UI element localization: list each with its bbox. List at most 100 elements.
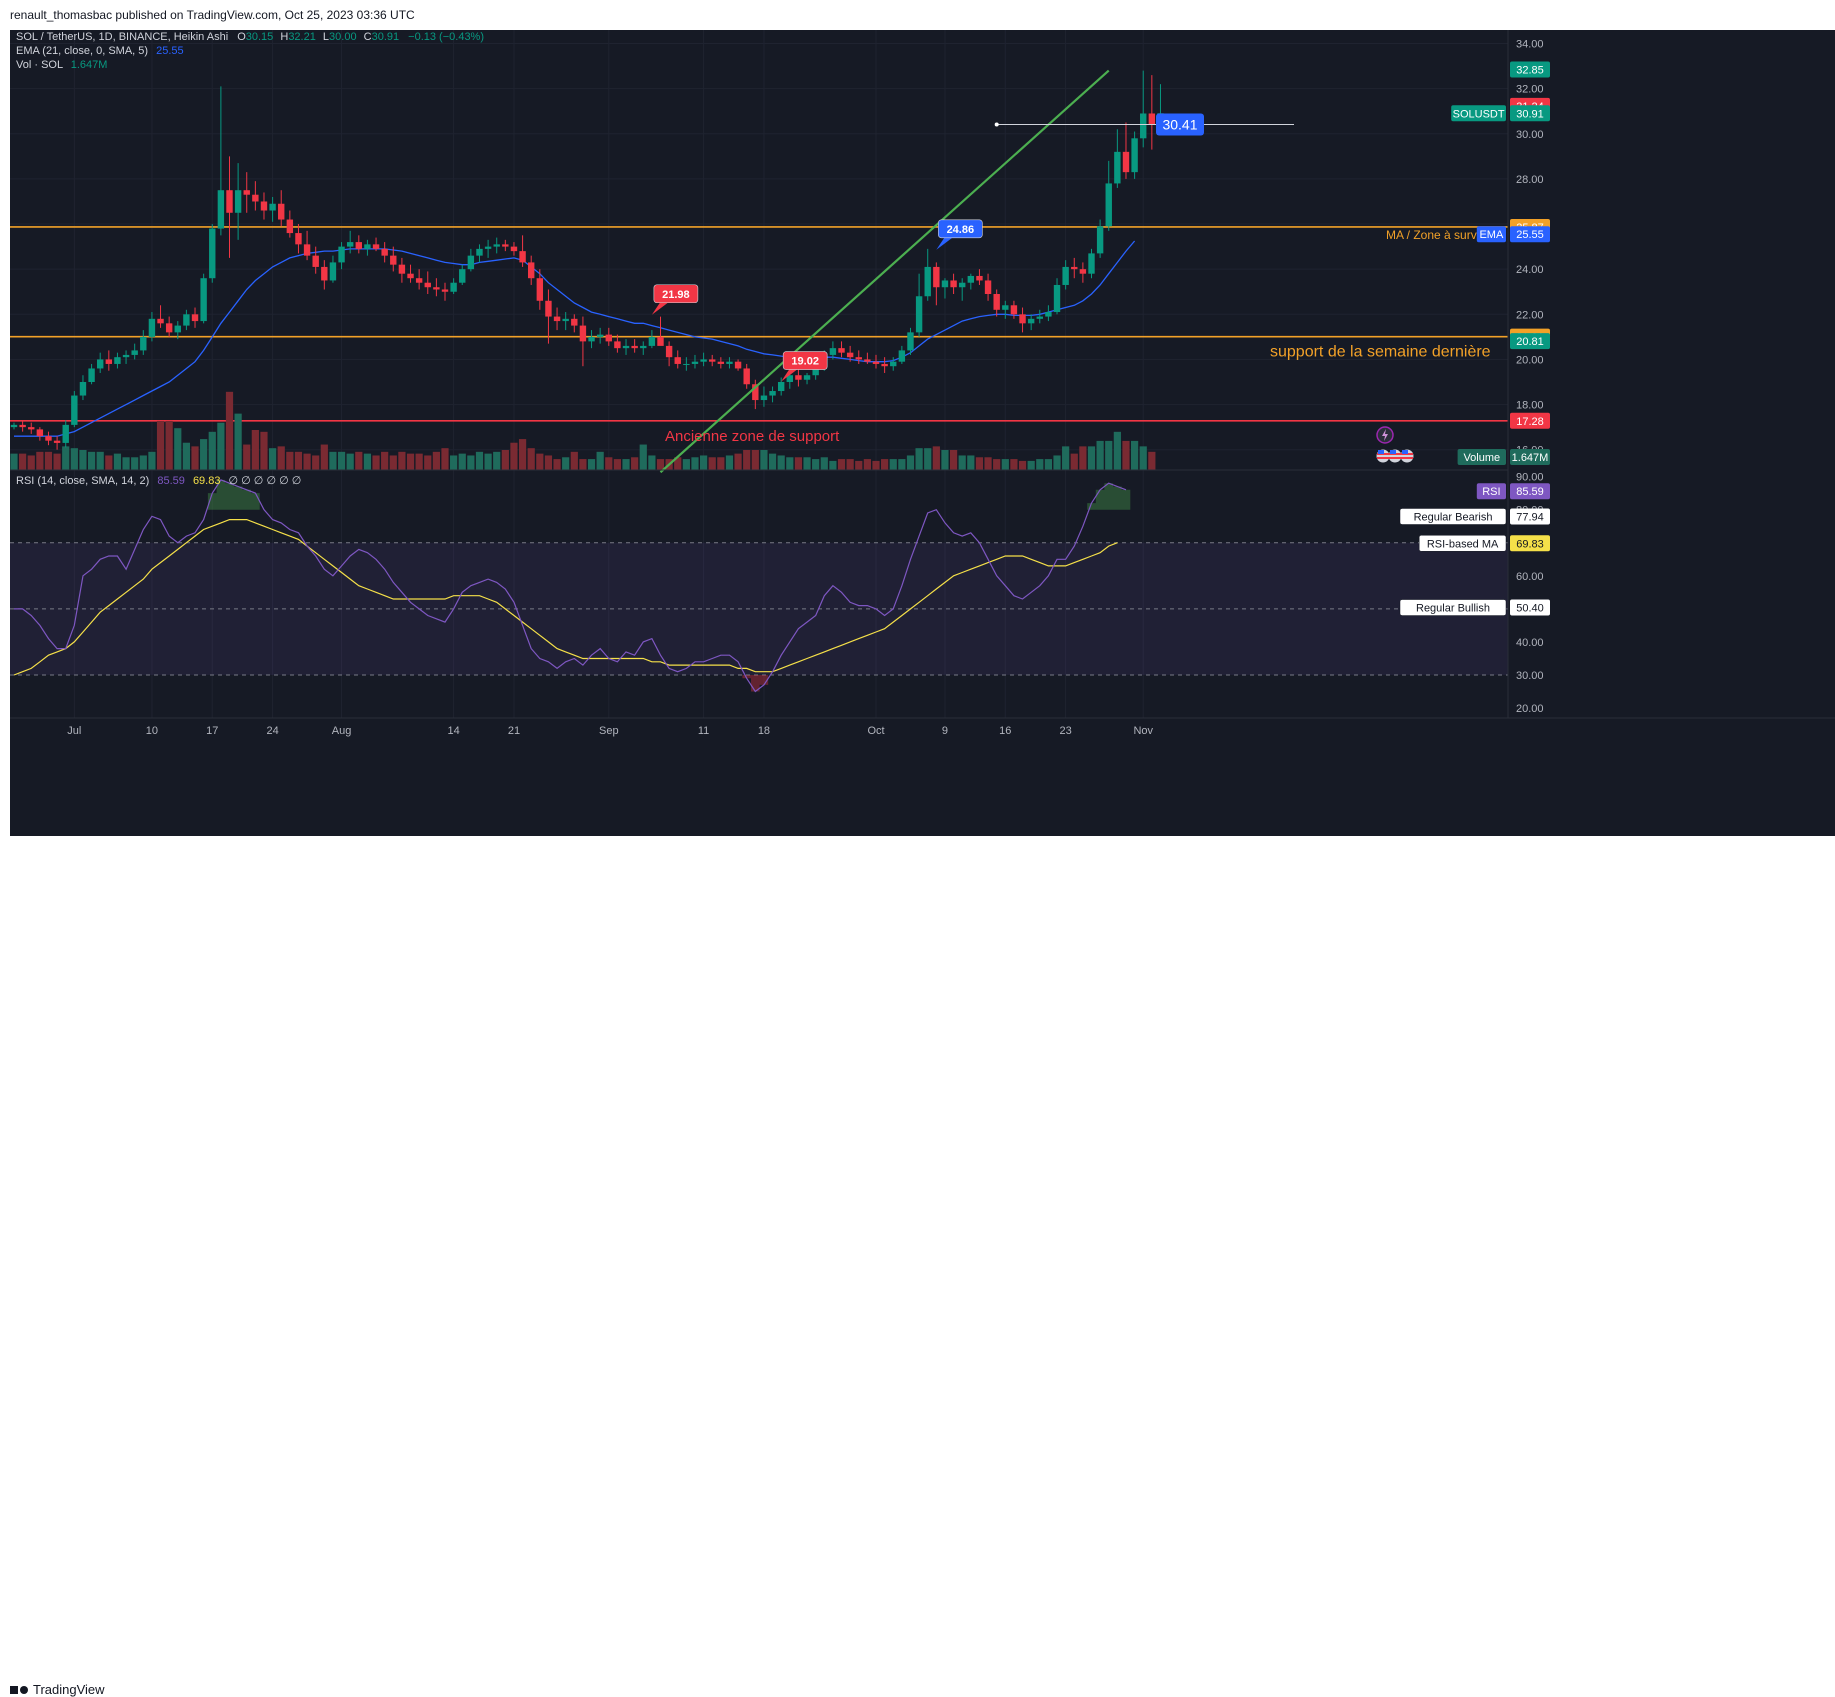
price-callout[interactable]: 30.41 [994, 113, 1294, 136]
candle [588, 330, 595, 349]
axis-tag-text: RSI [1482, 486, 1500, 498]
volume-bar [605, 457, 613, 470]
candle-body [890, 361, 897, 367]
candle-body [226, 190, 233, 213]
candle [295, 224, 302, 254]
candle-body [536, 278, 544, 301]
candle [28, 422, 35, 434]
price-callout[interactable]: 21.98 [651, 284, 699, 315]
candle-body [588, 336, 595, 342]
price-callout[interactable]: 24.86 [936, 219, 983, 250]
candle [424, 271, 431, 294]
volume-bar [200, 439, 208, 470]
candle-body [10, 424, 18, 428]
candle [1114, 129, 1121, 188]
volume-bar [837, 459, 846, 470]
high-value: 32.21 [288, 31, 316, 43]
candle-body [62, 424, 69, 443]
candle-body [545, 300, 552, 317]
candle-body [209, 228, 216, 279]
volume-bar [855, 460, 863, 470]
candle-body [467, 255, 475, 270]
volume-bar [1087, 446, 1096, 470]
candle [433, 278, 440, 297]
price-tick-label: 32.00 [1516, 84, 1544, 96]
volume-bar [372, 455, 380, 470]
candle-body [855, 357, 862, 360]
ema-line [14, 240, 1136, 437]
axis-price-label: 20.81 [1510, 333, 1550, 350]
price-chart[interactable]: 21.98 19.02 24.86 30.41 MA / Zone à surveil… [10, 30, 1835, 836]
candle-body [734, 361, 742, 369]
volume-bar [881, 459, 889, 470]
volume-bar [19, 453, 27, 470]
candle [1036, 309, 1043, 324]
candle-body [786, 375, 793, 382]
candle [709, 354, 716, 367]
candle [329, 255, 337, 283]
callout-text: 21.98 [662, 289, 690, 301]
rsi-legend: RSI (14, close, SMA, 14, 2) 85.59 69.83 … [16, 475, 301, 487]
vol-legend-value: 1.647M [71, 59, 108, 71]
candle [769, 386, 776, 403]
candle-body [674, 357, 681, 364]
volume-bar [174, 428, 182, 470]
candle [450, 278, 457, 294]
candle [855, 350, 862, 364]
callout-pointer [781, 369, 798, 382]
candle [657, 316, 664, 346]
volume-bar [967, 455, 975, 470]
candles [10, 70, 1164, 450]
candle [941, 278, 949, 299]
time-tick-label: 24 [266, 725, 278, 737]
axis-label-text: 85.59 [1516, 486, 1544, 498]
candle-body [424, 282, 431, 288]
tradingview-logo[interactable]: TradingView [10, 1682, 105, 1697]
volume-bar [355, 451, 363, 470]
candle [536, 269, 544, 310]
candle-body [959, 282, 966, 288]
volume-bar [639, 444, 647, 470]
candle-body [415, 278, 423, 283]
candle-body [967, 275, 975, 283]
candle-body [183, 314, 190, 326]
axis-tag-bg [1476, 483, 1506, 500]
axis-tag-text: Regular Bearish [1414, 511, 1493, 523]
candle [640, 341, 647, 355]
price-tick-label: 30.00 [1516, 129, 1544, 141]
volume-bar [53, 453, 61, 470]
symbol-label: SOL / TetherUS, 1D, BINANCE, Heikin Ashi [16, 31, 228, 43]
event-icons[interactable] [1376, 426, 1414, 463]
candle-body [303, 244, 311, 256]
level-label: support de la semaine dernière [1270, 344, 1491, 361]
volume-bar [320, 444, 328, 470]
time-tick-label: Jul [67, 725, 81, 737]
candle-body [329, 262, 337, 281]
axis-label-bg [1510, 599, 1550, 616]
axis-tag-bg [1418, 535, 1507, 552]
volume-bar [156, 420, 165, 470]
candle-body [1140, 113, 1147, 139]
volume-bar [269, 448, 277, 470]
close-value: 30.91 [372, 31, 400, 43]
footer-bar: TradingView [0, 836, 1835, 1697]
candle [907, 327, 914, 355]
axis-tag-text: EMA [1479, 229, 1504, 241]
price-callout[interactable]: 19.02 [781, 351, 828, 382]
volume-bar [1027, 460, 1035, 470]
rsi-ma-line [13, 519, 1118, 676]
candle [278, 190, 285, 227]
candle [519, 235, 526, 267]
time-tick-label: 18 [758, 725, 770, 737]
volume-bar [122, 457, 130, 470]
axis-label-bg [1510, 508, 1550, 525]
volume-bar [536, 453, 544, 470]
price-tick-label: 20.00 [1516, 354, 1544, 366]
candle [752, 379, 759, 410]
volume-bar [87, 451, 96, 470]
candle [528, 255, 535, 285]
candle-body [976, 275, 983, 281]
candle [829, 341, 837, 360]
axis-label-bg [1510, 333, 1550, 350]
chart-area[interactable]: 21.98 19.02 24.86 30.41 MA / Zone à surveil… [10, 30, 1835, 836]
